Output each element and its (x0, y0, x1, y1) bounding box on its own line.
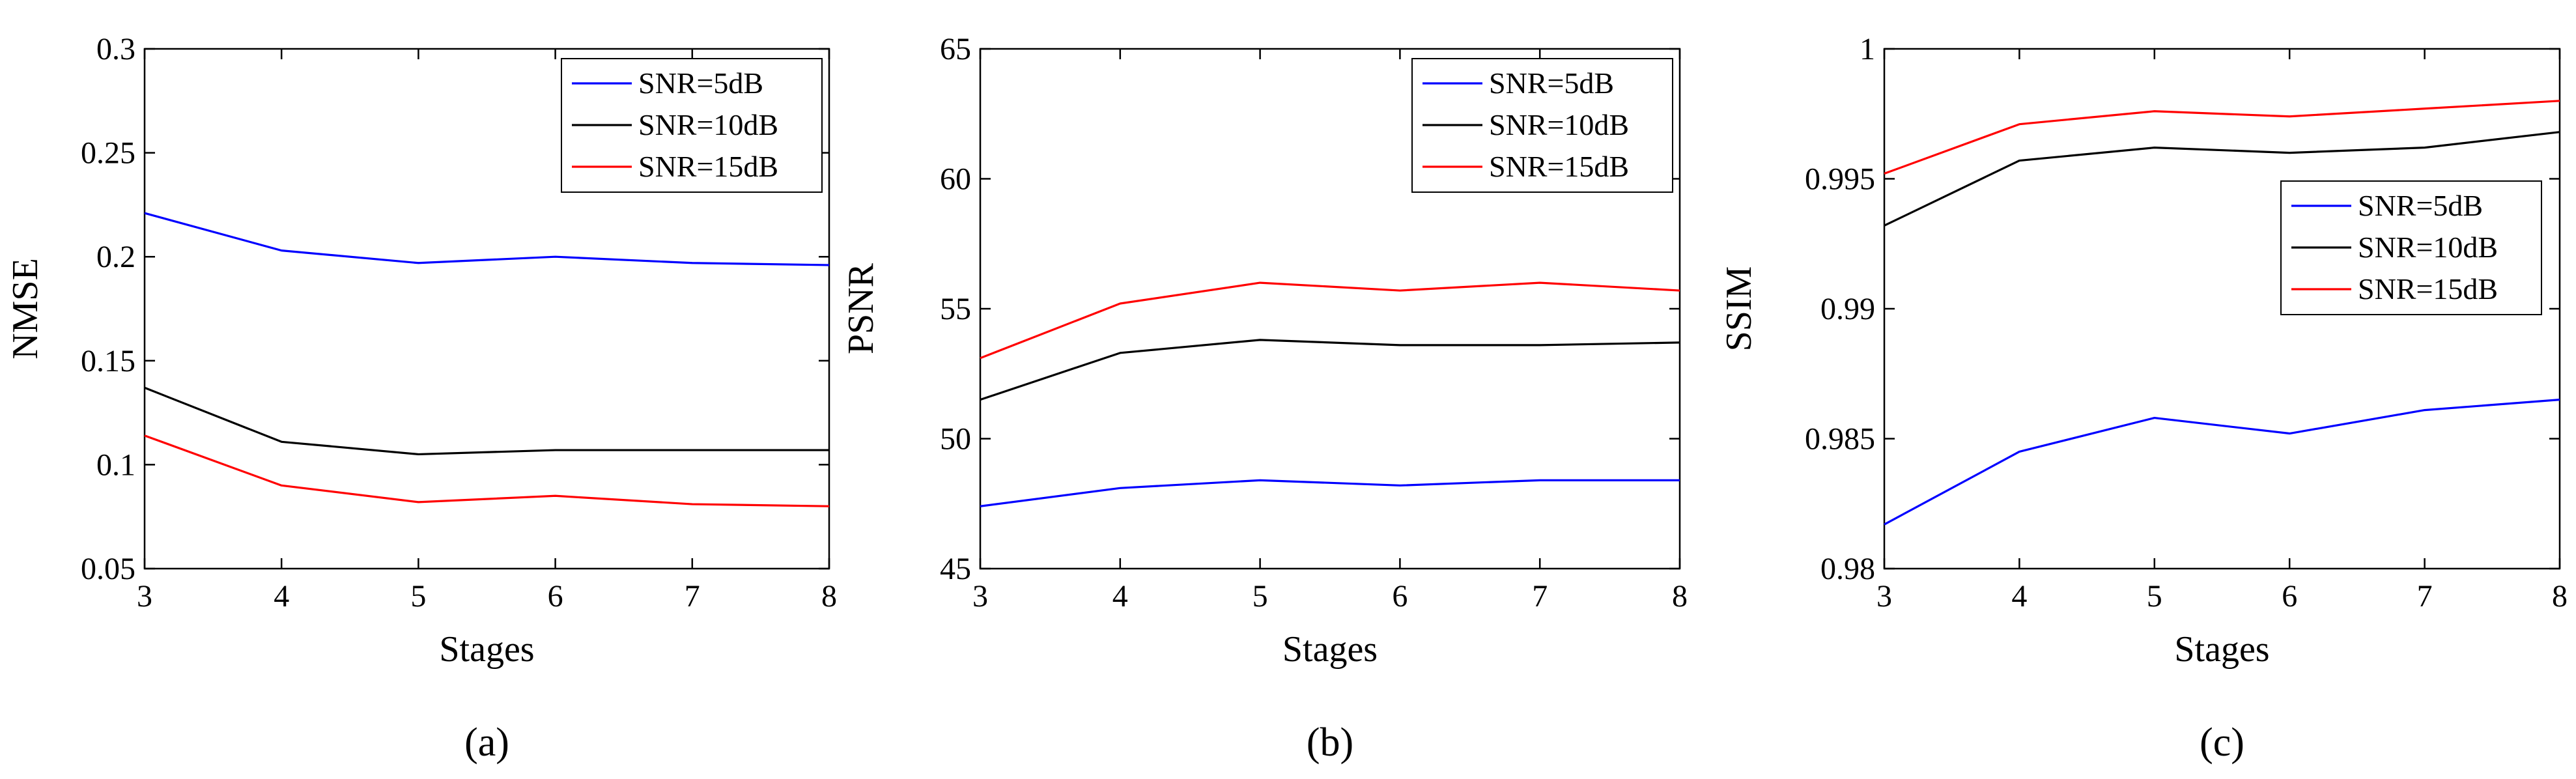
legend: SNR=5dB SNR=10dB SNR=15dB (561, 58, 823, 193)
x-tick-label: 7 (2417, 579, 2433, 614)
x-tick-label: 8 (2552, 579, 2568, 614)
legend: SNR=5dB SNR=10dB SNR=15dB (1411, 58, 1673, 193)
legend-entry: SNR=15dB (638, 150, 778, 183)
x-tick-label: 7 (685, 579, 700, 614)
x-tick-label: 5 (410, 579, 426, 614)
series-line-snr-15db (1884, 100, 2560, 175)
y-tick-label: 0.05 (81, 552, 135, 586)
y-tick-label: 0.25 (81, 136, 135, 171)
series-line-snr-5db (980, 479, 1680, 507)
y-axis-label: NMSE (5, 258, 46, 360)
y-tick-label: 60 (940, 162, 971, 197)
legend-entry: SNR=5dB (2358, 189, 2483, 222)
x-tick-label: 5 (1253, 579, 1268, 614)
x-tick-label: 3 (137, 579, 152, 614)
x-tick-label: 4 (274, 579, 289, 614)
series-line-snr-5db (1884, 399, 2560, 526)
legend-entry: SNR=10dB (1489, 108, 1629, 141)
y-tick-label: 50 (940, 422, 971, 457)
y-tick-label: 0.1 (96, 447, 135, 482)
y-tick-label: 0.99 (1820, 292, 1875, 326)
x-tick-label: 3 (972, 579, 988, 614)
panel-a: 3 4 5 6 7 8 0.05 0.1 0.15 0.2 0.25 0.3 Stages NMSE SNR… (5, 32, 837, 765)
x-axis-label: Stages (2174, 629, 2269, 670)
x-tick-label: 6 (548, 579, 563, 614)
y-tick-label: 45 (940, 552, 971, 586)
x-tick-label: 8 (1672, 579, 1688, 614)
legend-entry: SNR=10dB (2358, 231, 2498, 264)
series-line-snr-5db (144, 212, 830, 266)
y-tick-label: 65 (940, 32, 971, 66)
series-line-snr-10db (980, 339, 1680, 401)
x-tick-label: 6 (2282, 579, 2297, 614)
series-line-snr-10db (1884, 131, 2560, 227)
panel-caption: (c) (2200, 720, 2244, 765)
panel-caption: (b) (1307, 720, 1353, 765)
y-tick-label: 0.15 (81, 344, 135, 378)
x-tick-label: 4 (1112, 579, 1128, 614)
legend: SNR=5dB SNR=10dB SNR=15dB (2280, 180, 2542, 315)
y-tick-label: 55 (940, 292, 971, 326)
x-tick-label: 3 (1876, 579, 1892, 614)
x-tick-label: 4 (2011, 579, 2027, 614)
x-axis-label: Stages (439, 629, 534, 670)
y-tick-label: 0.2 (96, 240, 135, 274)
y-tick-label: 0.985 (1805, 422, 1875, 457)
y-tick-label: 0.3 (96, 32, 135, 66)
y-tick-label: 0.995 (1805, 162, 1875, 197)
legend-entry: SNR=10dB (638, 108, 778, 141)
panel-c: 3 4 5 6 7 8 0.98 0.985 0.99 0.995 1 Stages SSIM SNR=5… (1719, 32, 2568, 765)
y-tick-label: 1 (1860, 32, 1875, 66)
x-tick-label: 7 (1532, 579, 1548, 614)
panel-caption: (a) (464, 720, 509, 765)
y-axis-label: SSIM (1719, 266, 1759, 352)
y-tick-label: 0.98 (1820, 552, 1875, 586)
legend-entry: SNR=15dB (2358, 272, 2498, 305)
x-tick-label: 8 (821, 579, 837, 614)
series-line-snr-15db (980, 281, 1680, 360)
series-line-snr-15db (144, 434, 830, 507)
x-tick-label: 5 (2147, 579, 2162, 614)
legend-entry: SNR=15dB (1489, 150, 1629, 183)
x-tick-label: 6 (1392, 579, 1408, 614)
series-line-snr-10db (144, 386, 829, 456)
panel-b: 3 4 5 6 7 84550556065StagesPSNRSNR=5dBSNR=10d… (841, 32, 1688, 765)
legend-entry: SNR=5dB (1489, 66, 1614, 100)
y-axis-label: PSNR (841, 262, 881, 354)
x-axis-label: Stages (1282, 629, 1378, 670)
legend-entry: SNR=5dB (638, 66, 763, 100)
